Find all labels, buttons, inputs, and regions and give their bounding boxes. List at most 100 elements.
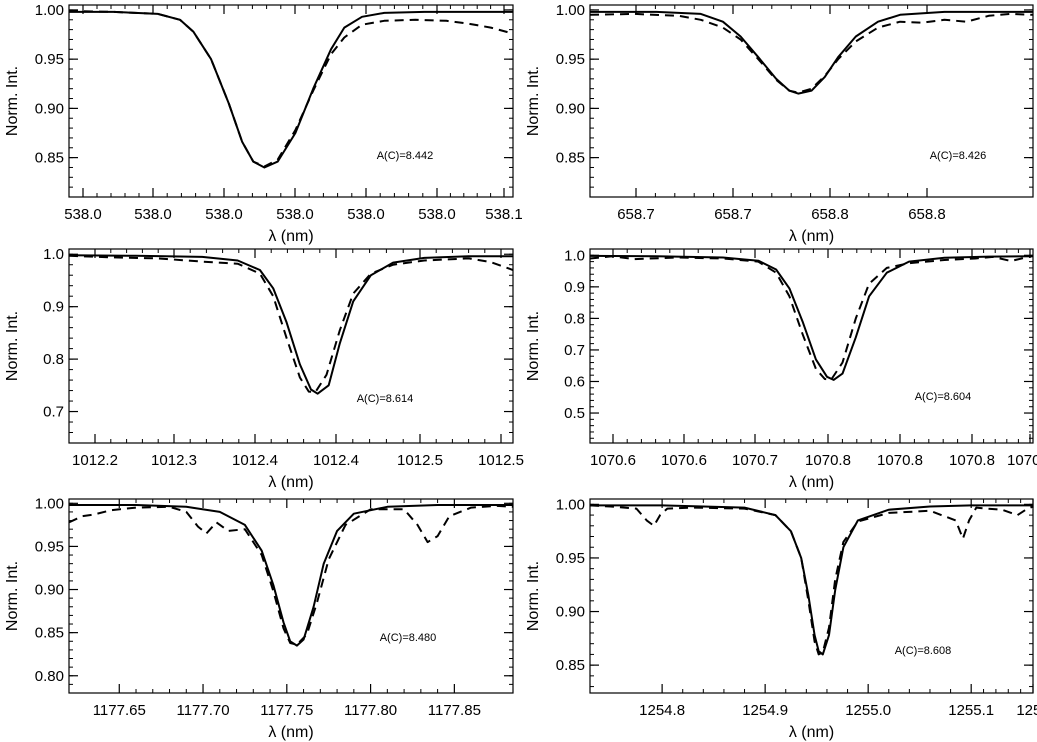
panel-6: 0.85 0.90 0.95 1.00 1254.8 1254.9 1255.0 1255.1…: [525, 496, 1037, 741]
abundance-annotation: A(C)=8.614: [357, 393, 414, 405]
y-tick-label: 0.95: [35, 538, 64, 555]
panel-1: 0.85 0.90 0.95 1.00 538.0 538.0 538.0 538.0 538.…: [4, 2, 523, 245]
y-tick-label: 0.5: [564, 405, 585, 422]
x-tick-label: 1255: [1016, 702, 1037, 719]
y-tick-label: 0.7: [43, 404, 64, 421]
x-tick-label: 1012.4: [232, 452, 278, 469]
x-axis-label: λ (nm): [268, 724, 313, 741]
plot-frame: [589, 248, 1034, 444]
x-tick-label: 1177.80: [344, 702, 397, 719]
x-tick-label: 658.7: [617, 206, 655, 223]
y-axis-label: Norm. Int.: [4, 561, 21, 631]
y-tick-label: 0.85: [556, 657, 585, 674]
y-axis-label: Norm. Int.: [4, 311, 21, 381]
y-tick-label: 1.0: [43, 246, 64, 263]
y-tick-label: 0.95: [556, 51, 585, 68]
y-axis-label: Norm. Int.: [4, 66, 21, 136]
x-tick-label: 1254.8: [639, 702, 685, 719]
x-tick-label: 658.8: [811, 206, 849, 223]
plot-frame: [68, 498, 514, 694]
y-tick-label: 0.90: [35, 100, 64, 117]
x-tick-label: 1012.2: [72, 452, 118, 469]
x-tick-label: 538.0: [347, 206, 385, 223]
x-tick-label: 1012.3: [151, 452, 197, 469]
x-tick-label: 538.1: [485, 206, 523, 223]
plot-frame: [589, 498, 1034, 694]
y-tick-label: 0.9: [43, 299, 64, 316]
panel-3: 0.7 0.8 0.9 1.0 1012.2 1012.3 1012.4 1012.4 1012…: [4, 246, 524, 491]
observed-spectrum-line: [69, 9, 513, 168]
x-tick-label: 538.0: [276, 206, 314, 223]
x-tick-label: 1012.4: [313, 452, 359, 469]
x-axis-label: λ (nm): [268, 474, 313, 491]
x-tick-label: 1070.6: [590, 452, 636, 469]
x-tick-label: 1070.8: [877, 452, 923, 469]
y-tick-label: 0.7: [564, 342, 585, 359]
y-tick-label: 0.6: [564, 373, 585, 390]
y-tick-label: 0.9: [564, 279, 585, 296]
x-tick-label: 1070.8: [1007, 452, 1037, 469]
abundance-annotation: A(C)=8.426: [930, 150, 987, 162]
observed-spectrum-line: [69, 254, 513, 394]
x-tick-label: 1255.0: [845, 702, 891, 719]
x-tick-label: 1070.6: [661, 452, 707, 469]
abundance-annotation: A(C)=8.442: [377, 150, 434, 162]
synthetic-spectrum-line: [590, 504, 1033, 656]
y-tick-label: 0.80: [35, 668, 64, 685]
y-tick-label: 1.00: [556, 496, 585, 513]
y-tick-label: 0.8: [564, 310, 585, 327]
observed-spectrum-line: [590, 504, 1033, 656]
y-tick-label: 0.85: [556, 150, 585, 167]
panel-4: 0.5 0.6 0.7 0.8 0.9 1.0 1070.6 1070.6 1070.7 1070…: [525, 247, 1037, 491]
x-tick-label: 1070.8: [805, 452, 851, 469]
y-tick-label: 1.00: [35, 2, 64, 19]
synthetic-spectrum-line: [69, 10, 513, 169]
x-axis-label: λ (nm): [789, 474, 834, 491]
y-tick-label: 0.95: [35, 51, 64, 68]
y-tick-label: 0.85: [35, 150, 64, 167]
plot-frame: [68, 4, 514, 198]
y-tick-label: 0.8: [43, 351, 64, 368]
x-tick-label: 658.7: [714, 206, 752, 223]
plot-frame: [589, 4, 1034, 198]
x-axis-label: λ (nm): [789, 228, 834, 245]
x-tick-label: 538.0: [134, 206, 172, 223]
synthetic-spectrum-line: [590, 10, 1033, 95]
x-tick-label: 538.0: [205, 206, 243, 223]
y-axis-label: Norm. Int.: [525, 561, 542, 631]
x-tick-label: 1012.5: [397, 452, 443, 469]
y-axis-label: Norm. Int.: [525, 311, 542, 381]
y-tick-label: 0.85: [35, 625, 64, 642]
y-tick-label: 1.00: [35, 495, 64, 512]
observed-spectrum-line: [590, 254, 1033, 381]
panel-5: 0.80 0.85 0.90 0.95 1.00 1177.65 1177.70 1177.7…: [4, 495, 514, 741]
abundance-annotation: A(C)=8.480: [380, 632, 437, 644]
x-tick-label: 1012.5: [478, 452, 524, 469]
x-tick-label: 1177.85: [428, 702, 481, 719]
plot-frame: [68, 248, 514, 444]
x-tick-label: 1254.9: [742, 702, 788, 719]
x-tick-label: 1255.1: [948, 702, 994, 719]
x-tick-label: 658.8: [908, 206, 946, 223]
abundance-annotation: A(C)=8.608: [895, 645, 952, 657]
y-tick-label: 0.90: [556, 604, 585, 621]
synthetic-spectrum-line: [590, 254, 1033, 381]
observed-spectrum-line: [590, 12, 1033, 94]
abundance-annotation: A(C)=8.604: [915, 391, 972, 403]
x-tick-label: 1177.70: [176, 702, 229, 719]
y-tick-label: 1.00: [556, 2, 585, 19]
panel-2: 0.85 0.90 0.95 1.00 658.7 658.7 658.8 658.8 λ (n…: [525, 2, 1034, 245]
y-tick-label: 0.90: [35, 582, 64, 599]
x-axis-label: λ (nm): [268, 228, 313, 245]
x-tick-label: 1177.65: [93, 702, 146, 719]
y-tick-label: 1.0: [564, 247, 585, 264]
x-tick-label: 538.0: [64, 206, 102, 223]
x-tick-label: 1070.7: [732, 452, 778, 469]
x-tick-label: 1070.8: [949, 452, 995, 469]
x-tick-label: 538.0: [418, 206, 456, 223]
x-axis-label: λ (nm): [789, 724, 834, 741]
y-tick-label: 0.90: [556, 100, 585, 117]
x-tick-label: 1177.75: [260, 702, 313, 719]
synthetic-spectrum-line: [69, 504, 513, 647]
